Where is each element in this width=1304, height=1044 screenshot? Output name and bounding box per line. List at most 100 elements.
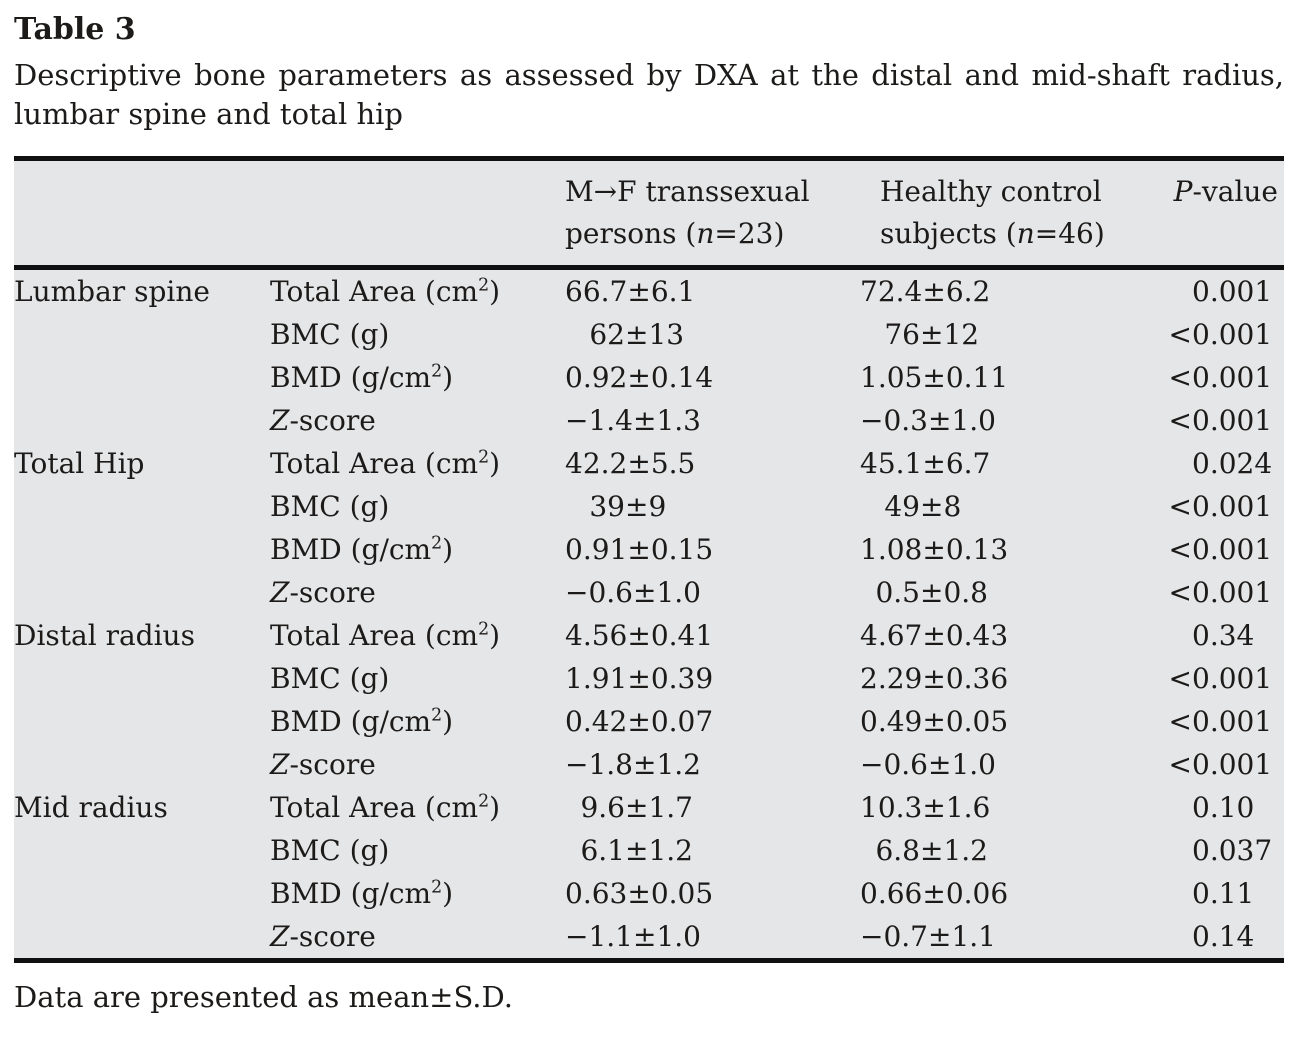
value-sd: 1.0 — [951, 404, 996, 437]
plus-minus: ± — [633, 748, 657, 781]
value-sd: 0.14 — [650, 361, 714, 394]
value-mean: 72.4 — [860, 275, 923, 308]
plus-minus: ± — [922, 662, 946, 695]
pvalue: 0.001 — [1192, 404, 1273, 437]
transsexual-value-cell: 39 ±9 — [565, 485, 860, 528]
value-sd: 0.43 — [945, 619, 1009, 652]
control-value-cell: −0.3 ±1.0 — [860, 399, 1160, 442]
plus-minus: ± — [627, 275, 651, 308]
value-mean: 49 — [884, 490, 920, 523]
transsexual-value-cell: 0.63 ±0.05 — [565, 872, 860, 915]
value-mean: 0.42 — [565, 705, 628, 738]
value-mean: 0.91 — [565, 533, 628, 566]
plus-minus: ± — [633, 576, 657, 609]
parameter-cell: Total Area (cm2) — [270, 619, 501, 652]
less-than-sign: < — [1168, 404, 1192, 437]
value-sd: 12 — [943, 318, 980, 351]
transsexual-value-cell: 9.6 ±1.7 — [565, 786, 860, 829]
plus-minus: ± — [922, 877, 946, 910]
plus-minus: ± — [928, 404, 952, 437]
transsexual-value-cell: 62 ±13 — [565, 313, 860, 356]
pvalue: 0.001 — [1192, 705, 1273, 738]
site-cell — [14, 571, 270, 614]
pvalue-cell: <0.001 — [1160, 313, 1284, 356]
value-sd: 0.39 — [650, 662, 714, 695]
value-sd: 0.15 — [650, 533, 714, 566]
table-row: BMD (g/cm2) 0.92 ±0.14 1.05 ±0.11 <0.001 — [14, 356, 1284, 399]
value-sd: 5.5 — [650, 447, 696, 480]
value-mean: −1.1 — [565, 920, 633, 953]
site-cell — [14, 743, 270, 786]
value-mean: 39 — [589, 490, 625, 523]
site-cell — [14, 485, 270, 528]
plus-minus: ± — [627, 447, 651, 480]
value-mean: −1.8 — [565, 748, 633, 781]
site-cell: Total Hip — [14, 447, 145, 480]
transsexual-value-cell: −1.1 ±1.0 — [565, 915, 860, 958]
header-cell-parameter-empty — [270, 171, 565, 265]
table-caption: Descriptive bone parameters as assessed … — [14, 56, 1284, 134]
pvalue: 0.001 — [1192, 533, 1273, 566]
transsexual-value-cell: 4.56 ±0.41 — [565, 614, 860, 657]
transsexual-value-cell: −0.6 ±1.0 — [565, 571, 860, 614]
value-mean: 0.66 — [860, 877, 923, 910]
value-mean: −1.4 — [565, 404, 633, 437]
control-value-cell: −0.7 ±1.1 — [860, 915, 1160, 958]
less-than-sign: < — [1168, 705, 1192, 738]
value-sd: 6.2 — [945, 275, 991, 308]
parameter-cell: BMC (g) — [270, 662, 390, 695]
control-value-cell: 49 ±8 — [860, 485, 1160, 528]
control-value-cell: 1.08 ±0.13 — [860, 528, 1160, 571]
plus-minus: ± — [627, 705, 651, 738]
plus-minus: ± — [625, 318, 649, 351]
parameter-cell: BMC (g) — [270, 318, 390, 351]
value-mean: 0.49 — [860, 705, 923, 738]
table-footnote: Data are presented as mean±S.D. — [14, 980, 513, 1014]
plus-minus: ± — [922, 705, 946, 738]
value-sd: 1.0 — [656, 576, 701, 609]
site-cell: Mid radius — [14, 791, 168, 824]
site-cell — [14, 915, 270, 958]
value-sd: 0.13 — [945, 533, 1009, 566]
transsexual-value-cell: −1.4 ±1.3 — [565, 399, 860, 442]
pvalue-cell: <0.001 — [1160, 399, 1284, 442]
header-cell-site-empty — [14, 171, 270, 265]
value-sd: 0.05 — [945, 705, 1009, 738]
site-cell — [14, 700, 270, 743]
value-sd: 9 — [648, 490, 667, 523]
plus-minus: ± — [920, 834, 944, 867]
less-than-sign: < — [1168, 748, 1192, 781]
parameter-cell: BMD (g/cm2) — [270, 533, 454, 566]
parameter-cell: Z-score — [270, 920, 376, 953]
less-than-sign: < — [1168, 533, 1192, 566]
pvalue-cell: <0.001 — [1160, 528, 1284, 571]
plus-minus: ± — [633, 920, 657, 953]
pvalue: 0.10 — [1192, 791, 1255, 824]
table-row: BMC (g) 6.1 ±1.2 6.8 ±1.2 0.037 — [14, 829, 1284, 872]
control-value-cell: 1.05 ±0.11 — [860, 356, 1160, 399]
value-sd: 0.06 — [945, 877, 1009, 910]
plus-minus: ± — [922, 361, 946, 394]
value-sd: 1.1 — [951, 920, 996, 953]
value-mean: 45.1 — [860, 447, 923, 480]
value-mean: 1.05 — [860, 361, 923, 394]
parameter-cell: Total Area (cm2) — [270, 275, 501, 308]
table-row: BMD (g/cm2) 0.91 ±0.15 1.08 ±0.13 <0.001 — [14, 528, 1284, 571]
value-sd: 1.3 — [656, 404, 701, 437]
parameter-cell: BMD (g/cm2) — [270, 705, 454, 738]
table-row: BMC (g) 39 ±9 49 ±8 <0.001 — [14, 485, 1284, 528]
value-mean: 2.29 — [860, 662, 923, 695]
control-value-cell: 6.8 ±1.2 — [860, 829, 1160, 872]
table-row: Total Hip Total Area (cm2) 42.2 ±5.5 45.1 ±6.… — [14, 442, 1284, 485]
plus-minus: ± — [633, 404, 657, 437]
value-mean: 0.92 — [565, 361, 628, 394]
header-cell-control-group: Healthy control subjects (n=46) — [860, 171, 1160, 265]
control-value-cell: 0.66 ±0.06 — [860, 872, 1160, 915]
site-cell — [14, 657, 270, 700]
value-sd: 0.36 — [945, 662, 1009, 695]
pvalue: 0.024 — [1192, 447, 1273, 480]
table-row: Z-score −0.6 ±1.0 0.5 ±0.8 <0.001 — [14, 571, 1284, 614]
table-bottom-rule — [14, 958, 1284, 963]
plus-minus: ± — [922, 619, 946, 652]
control-value-cell: 2.29 ±0.36 — [860, 657, 1160, 700]
